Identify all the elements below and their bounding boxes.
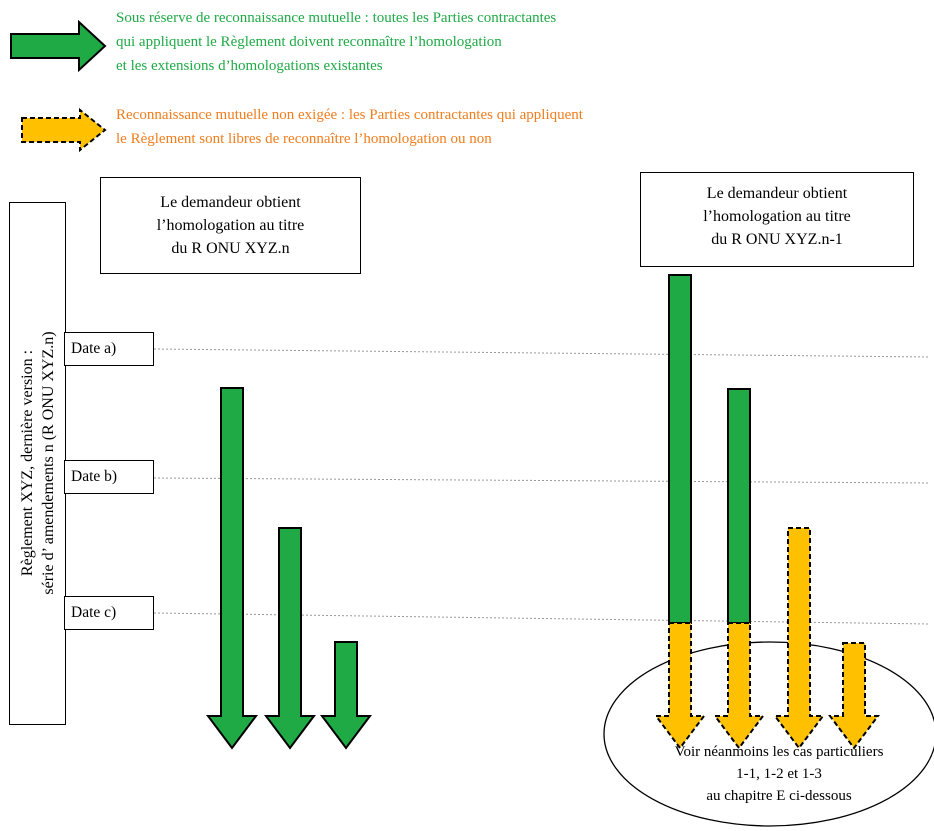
date-c-line <box>153 612 931 625</box>
left-arrow-3 <box>320 641 372 750</box>
legend-green-line: et les extensions d’homologations exista… <box>116 58 383 74</box>
note-ellipse <box>603 641 934 827</box>
right-box-line: l’homologation au titre <box>703 208 851 225</box>
left-box-line: l’homologation au titre <box>156 217 305 234</box>
note-line: au chapitre E ci-dessous <box>706 788 852 804</box>
date-b-line <box>153 477 931 484</box>
legend-orange-text: Reconnaissance mutuelle non exigée : les… <box>116 103 583 151</box>
regulation-side-label: Règlement XYZ, dernière version : série … <box>17 203 59 723</box>
side-label-line: série d’ amendements n (R ONU XYZ.n) <box>40 331 57 595</box>
legend-orange-arrow <box>21 107 107 153</box>
left-arrow-2 <box>264 527 316 750</box>
note-line: Voir néanmoins les cas particuliers <box>674 744 884 760</box>
legend-green-text: Sous réserve de reconnaissance mutuelle … <box>116 6 556 78</box>
right-approval-box: Le demandeur obtient l’homologation au t… <box>640 172 914 267</box>
left-box-line: Le demandeur obtient <box>160 194 301 211</box>
special-cases-note: Voir néanmoins les cas particuliers 1-1,… <box>624 741 934 807</box>
left-arrow-1 <box>206 387 258 750</box>
legend-orange-line: Reconnaissance mutuelle non exigée : les… <box>116 107 583 123</box>
right-arrow-4-orange <box>828 642 880 750</box>
right-arrow-1-green <box>668 274 692 624</box>
right-arrow-1-orange <box>654 622 706 750</box>
right-box-line: du R ONU XYZ.n-1 <box>711 231 843 248</box>
left-box-line: du R ONU XYZ.n <box>171 240 290 257</box>
date-a-line <box>153 348 931 358</box>
legend-green-line: Sous réserve de reconnaissance mutuelle … <box>116 10 557 26</box>
legend-green-arrow <box>10 19 107 73</box>
note-line: 1-1, 1-2 et 1-3 <box>736 766 822 782</box>
left-approval-box: Le demandeur obtient l’homologation au t… <box>100 177 361 274</box>
legend-orange-line: le Règlement sont libres de reconnaître … <box>116 131 492 147</box>
right-arrow-3-orange <box>773 527 825 750</box>
date-a-box: Date a) <box>64 332 154 366</box>
right-arrow-2-orange <box>713 622 765 750</box>
side-label-line: Règlement XYZ, dernière version : <box>19 349 36 577</box>
date-b-box: Date b) <box>64 460 154 494</box>
right-box-line: Le demandeur obtient <box>706 185 848 202</box>
regulation-side-box <box>9 202 66 725</box>
legend-green-line: qui appliquent le Règlement doivent reco… <box>116 34 502 50</box>
date-c-box: Date c) <box>64 596 154 630</box>
right-arrow-2-green <box>727 388 751 624</box>
